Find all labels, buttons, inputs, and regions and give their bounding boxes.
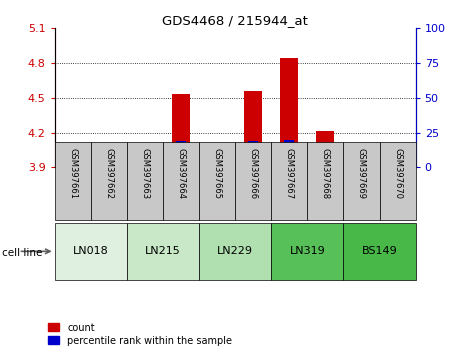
Bar	[199, 223, 271, 280]
Bar	[235, 142, 271, 220]
Text: GSM397670: GSM397670	[393, 148, 402, 199]
Bar	[271, 142, 307, 220]
Text: LN018: LN018	[73, 246, 109, 256]
Bar	[212, 158, 222, 167]
Text: GSM397667: GSM397667	[285, 148, 294, 199]
Bar	[248, 141, 258, 167]
Bar	[68, 155, 77, 167]
Bar	[343, 223, 416, 280]
Bar	[307, 142, 343, 220]
Text: GSM397668: GSM397668	[321, 148, 330, 199]
Text: LN215: LN215	[145, 246, 181, 256]
Bar	[100, 159, 118, 167]
Text: LN229: LN229	[217, 246, 253, 256]
Bar	[208, 161, 226, 167]
Bar	[163, 142, 199, 220]
Text: GSM397669: GSM397669	[357, 148, 366, 199]
Text: LN319: LN319	[289, 246, 325, 256]
Bar	[136, 166, 154, 167]
Bar	[104, 156, 114, 167]
Bar	[64, 158, 82, 167]
Text: GSM397661: GSM397661	[68, 148, 77, 199]
Bar	[127, 223, 199, 280]
Bar	[55, 142, 91, 220]
Text: GSM397663: GSM397663	[141, 148, 149, 199]
Bar	[352, 148, 370, 167]
Bar	[172, 95, 190, 167]
Bar	[285, 139, 294, 167]
Bar	[321, 147, 330, 167]
Bar	[244, 91, 262, 167]
Text: BS149: BS149	[361, 246, 398, 256]
Bar	[280, 58, 298, 167]
Bar	[140, 152, 150, 167]
Title: GDS4468 / 215944_at: GDS4468 / 215944_at	[162, 14, 308, 27]
Bar	[199, 142, 235, 220]
Bar	[176, 141, 186, 167]
Bar	[389, 160, 407, 167]
Text: GSM397664: GSM397664	[177, 148, 185, 199]
Bar	[91, 142, 127, 220]
Text: GSM397662: GSM397662	[104, 148, 113, 199]
Bar	[55, 223, 127, 280]
Bar	[127, 142, 163, 220]
Bar	[271, 223, 343, 280]
Text: cell line: cell line	[2, 248, 43, 258]
Bar	[316, 131, 334, 167]
Text: GSM397666: GSM397666	[249, 148, 257, 199]
Legend: count, percentile rank within the sample: count, percentile rank within the sample	[48, 323, 232, 346]
Bar	[393, 158, 402, 167]
Bar	[380, 142, 416, 220]
Bar	[357, 155, 366, 167]
Bar	[343, 142, 380, 220]
Text: GSM397665: GSM397665	[213, 148, 221, 199]
